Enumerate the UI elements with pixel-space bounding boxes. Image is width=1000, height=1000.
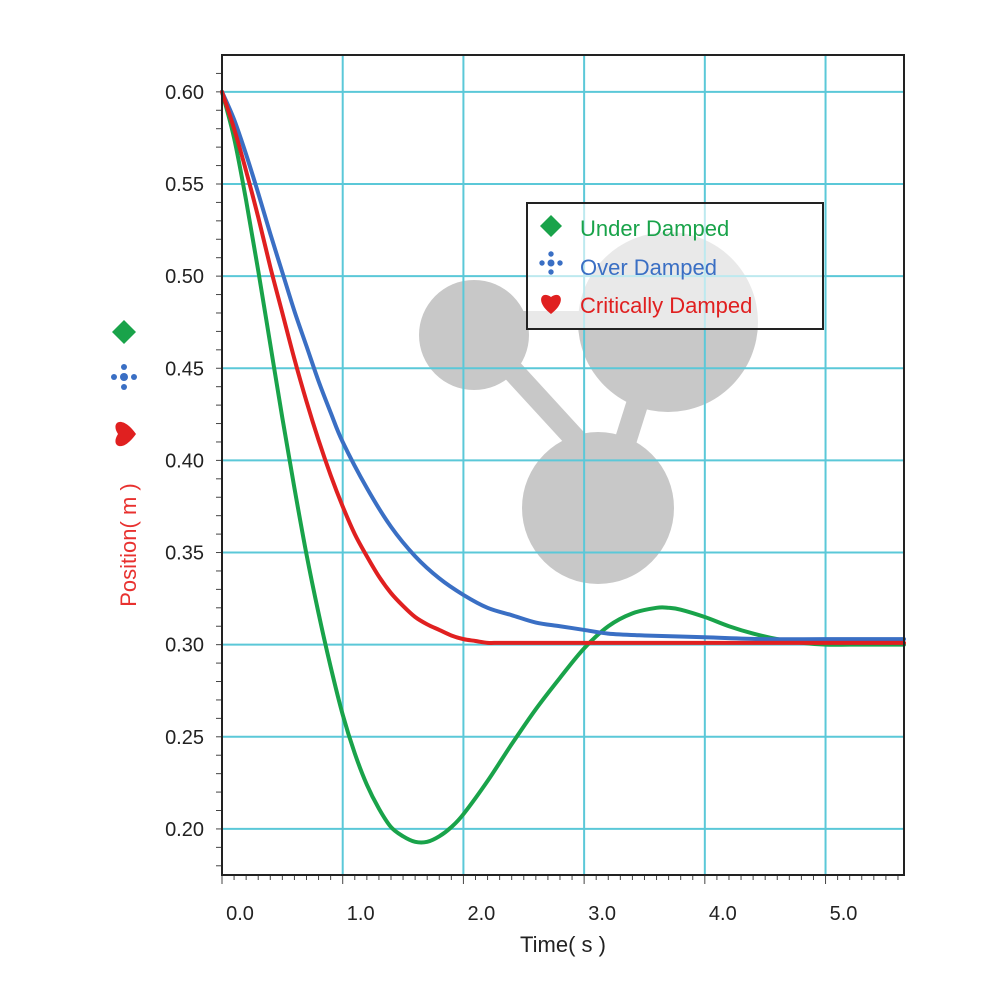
watermark-atom (419, 280, 529, 390)
legend-box (526, 202, 824, 330)
y-tick-label: 0.30 (165, 635, 204, 657)
watermark-atom (522, 432, 674, 584)
y-axis-title: Position( m ) (116, 483, 141, 606)
series-layer (220, 89, 906, 845)
x-axis-title: Time( s ) (520, 932, 606, 957)
legend-item-over-damped: Over Damped (539, 251, 717, 280)
x-tick-label: 4.0 (709, 903, 737, 925)
plot-frame (221, 54, 905, 876)
legend-label-over-damped: Over Damped (580, 255, 717, 280)
legend: Under Damped Over Damped Critically Damp… (526, 202, 824, 330)
series-line-under-damped (220, 89, 906, 845)
cross-icon (539, 251, 563, 275)
heart-icon (115, 422, 136, 446)
y-tick-label: 0.55 (165, 174, 204, 196)
y-tick-label: 0.45 (165, 358, 204, 380)
legend-item-under-damped: Under Damped (540, 215, 729, 241)
y-tick-labels: 0.20 0.25 0.30 0.35 0.40 0.45 0.50 0.55 0.60 (165, 82, 204, 841)
y-tick-label: 0.50 (165, 266, 204, 288)
x-tick-label: 2.0 (468, 903, 496, 925)
legend-item-critically-damped: Critically Damped (541, 293, 752, 318)
y-tick-label: 0.20 (165, 819, 204, 841)
legend-label-critically-damped: Critically Damped (580, 293, 752, 318)
legend-label-under-damped: Under Damped (580, 216, 729, 241)
series-line-critically-damped (220, 89, 906, 645)
y-tick-label: 0.25 (165, 727, 204, 749)
cross-icon (111, 364, 137, 390)
y-tick-label: 0.40 (165, 450, 204, 472)
x-tick-label: 0.0 (226, 903, 254, 925)
y-axis-markers (111, 320, 137, 446)
x-tick-labels: 0.0 1.0 2.0 3.0 4.0 5.0 (226, 903, 857, 925)
series-line-over-damped (220, 89, 906, 642)
diamond-icon (112, 320, 136, 344)
grid-lines (221, 55, 904, 875)
y-tick-label: 0.35 (165, 543, 204, 565)
y-tick-label: 0.60 (165, 82, 204, 104)
heart-icon (541, 294, 561, 314)
x-tick-label: 5.0 (830, 903, 858, 925)
x-tick-label: 3.0 (588, 903, 616, 925)
x-tick-label: 1.0 (347, 903, 375, 925)
diamond-icon (540, 215, 562, 237)
